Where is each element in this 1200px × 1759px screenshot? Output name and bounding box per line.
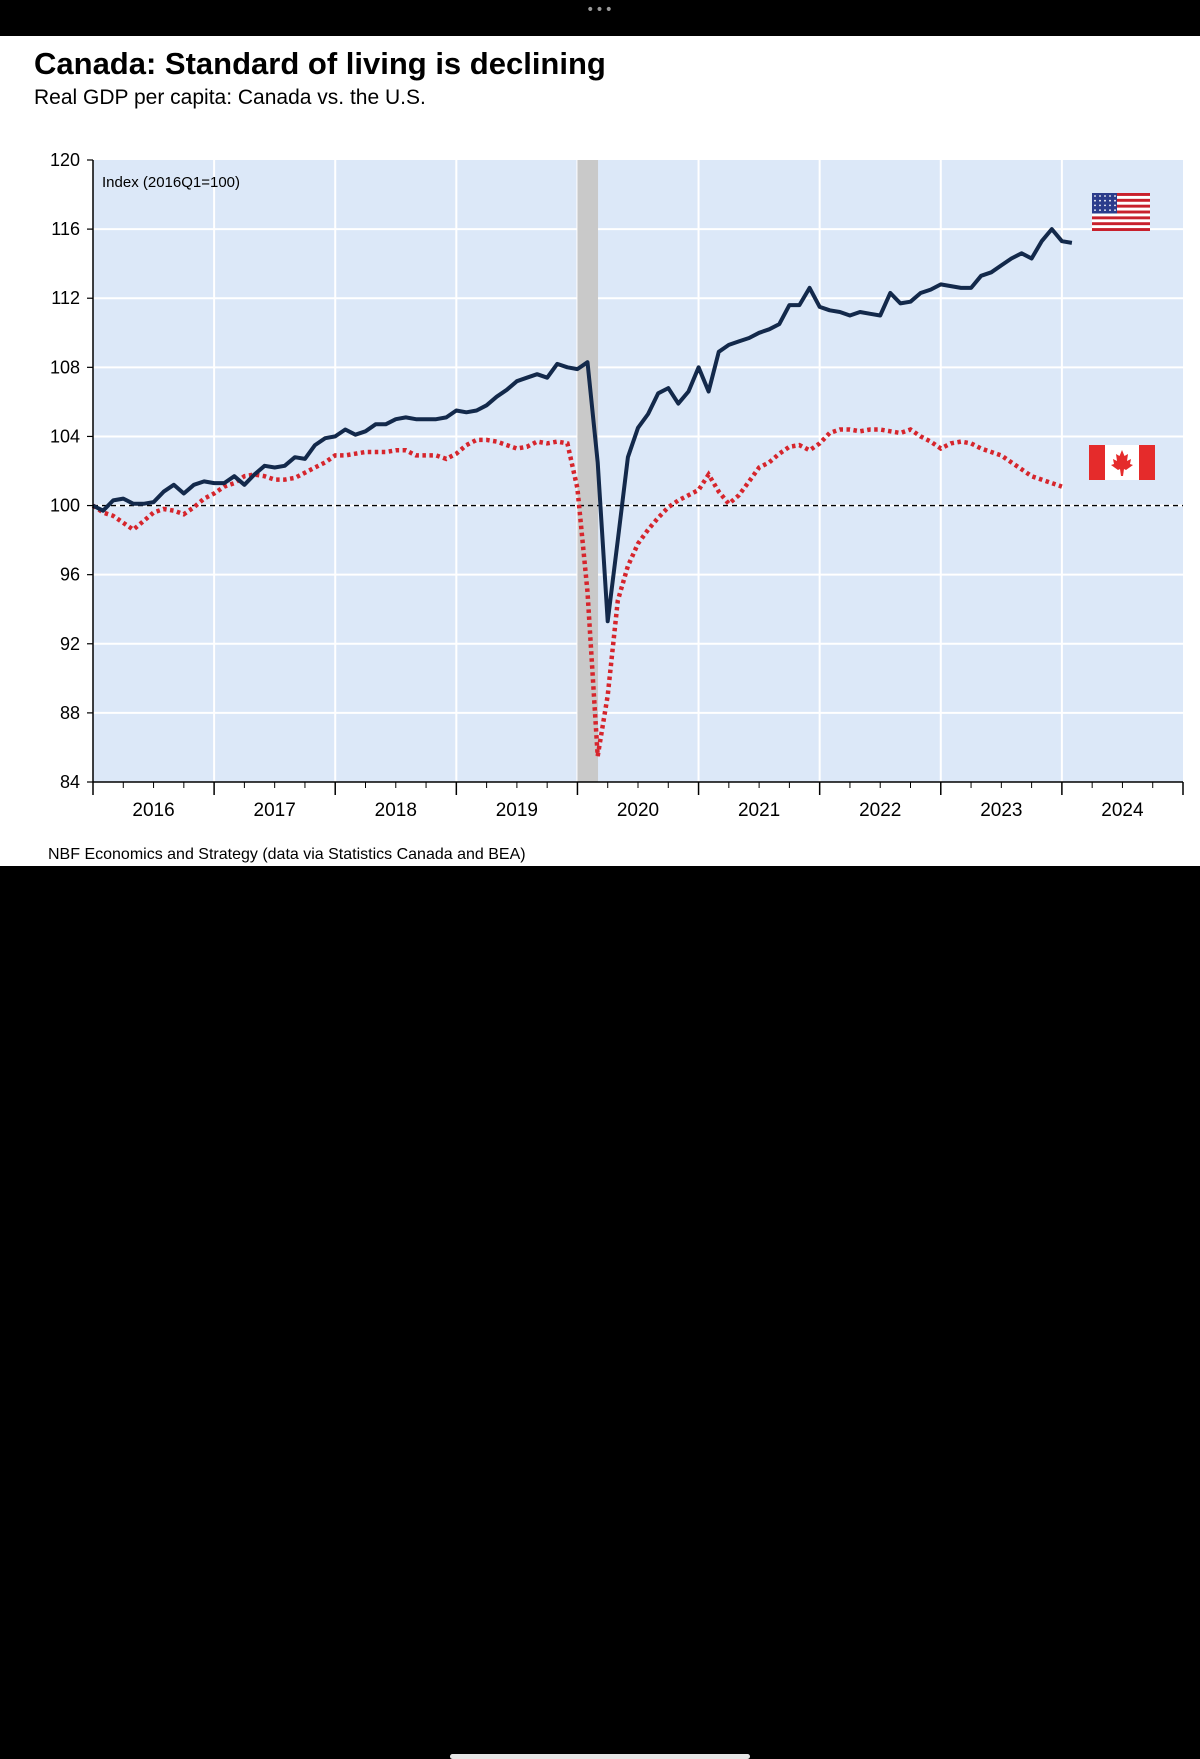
- flag-star: [1104, 195, 1106, 197]
- x-tick-label: 2018: [375, 800, 417, 821]
- x-tick-label: 2023: [980, 800, 1022, 821]
- top-bar: •••: [0, 0, 1200, 36]
- flag-star: [1099, 204, 1101, 207]
- flag-star: [1094, 199, 1096, 202]
- x-tick-label: 2024: [1101, 800, 1144, 821]
- flag-star: [1099, 199, 1101, 202]
- us-flag-icon: [1092, 193, 1150, 231]
- y-tick-label: 112: [51, 288, 80, 308]
- y-tick-label: 96: [60, 565, 80, 585]
- flag-stripe: [1092, 216, 1150, 220]
- y-tick-label: 104: [50, 426, 80, 446]
- x-tick-label: 2021: [738, 800, 780, 821]
- more-dots-icon[interactable]: •••: [586, 2, 614, 18]
- x-axis: 2016 2017 2018 2019 2020 2021 2022 2023 2024: [92, 781, 1184, 821]
- flag-star: [1099, 195, 1101, 197]
- flag-stripe: [1092, 210, 1150, 214]
- flag-star: [1109, 199, 1111, 202]
- flag-star: [1114, 204, 1116, 207]
- flag-star: [1114, 209, 1116, 212]
- flag-star: [1109, 209, 1111, 212]
- x-tick-label: 2020: [617, 800, 659, 821]
- home-indicator[interactable]: [450, 1754, 750, 1759]
- flag-stripe: [1092, 228, 1150, 231]
- y-tick-label: 88: [60, 703, 80, 723]
- y-tick-label: 108: [50, 357, 80, 377]
- flag-star: [1094, 195, 1096, 197]
- canada-flag-icon: [1089, 445, 1155, 480]
- flag-star: [1114, 195, 1116, 197]
- flag-stripe: [1092, 204, 1150, 208]
- flag-star: [1104, 204, 1106, 207]
- flag-star: [1094, 209, 1096, 212]
- horizontal-gridlines: [93, 228, 1183, 714]
- y-tick-label: 92: [60, 634, 80, 654]
- flag-star: [1109, 204, 1111, 207]
- flag-stripe: [1092, 198, 1150, 202]
- flag-star: [1104, 199, 1106, 202]
- x-tick-label: 2019: [496, 800, 538, 821]
- y-tick-label: 120: [50, 150, 80, 170]
- flag-star: [1114, 199, 1116, 202]
- bottom-bar: [0, 866, 1200, 1759]
- flag-stripe: [1092, 193, 1150, 196]
- chart-subtitle: Real GDP per capita: Canada vs. the U.S.: [34, 86, 426, 109]
- index-annotation: Index (2016Q1=100): [102, 174, 240, 191]
- chart-card: Canada: Standard of living is declining …: [0, 36, 1200, 866]
- x-tick-label: 2016: [132, 800, 174, 821]
- x-tick-label: 2022: [859, 800, 901, 821]
- y-tick-label: 100: [50, 496, 80, 516]
- flag-star: [1109, 195, 1111, 197]
- y-tick-label: 84: [60, 772, 80, 792]
- line-chart: Index (2016Q1=100) 84 88 92 96 100 104 108 112 1…: [50, 150, 1184, 821]
- source-note: NBF Economics and Strategy (data via Sta…: [48, 846, 526, 863]
- flag-star: [1094, 204, 1096, 207]
- y-tick-label: 116: [51, 219, 80, 239]
- flag-stripe: [1092, 222, 1150, 226]
- flag-star: [1104, 209, 1106, 212]
- x-tick-label: 2017: [254, 800, 296, 821]
- flag-star: [1099, 209, 1101, 212]
- us-series-line: [92, 227, 1073, 624]
- recession-shading: [577, 160, 599, 782]
- y-axis: 84 88 92 96 100 104 108 112 116 120: [50, 150, 94, 792]
- chart-title: Canada: Standard of living is declining: [34, 46, 606, 81]
